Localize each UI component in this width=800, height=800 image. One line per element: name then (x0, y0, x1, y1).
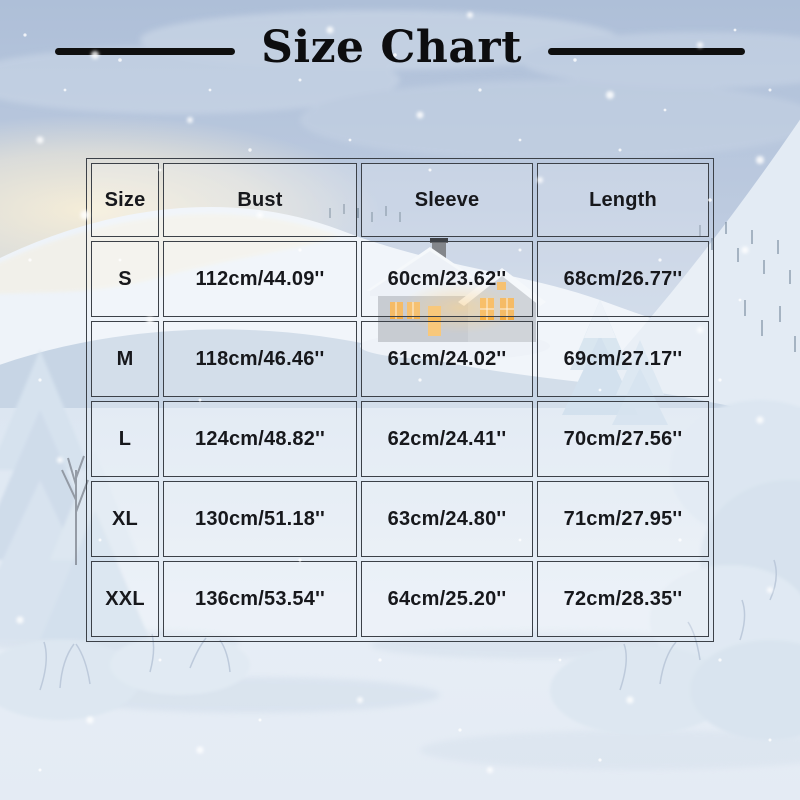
column-header-length: Length (537, 163, 709, 237)
size-chart-table: Size Bust Sleeve Length S 112cm/44.09'' … (86, 158, 714, 642)
length-cell: 71cm/27.95'' (537, 481, 709, 557)
bust-cell: 112cm/44.09'' (163, 241, 357, 317)
column-header-sleeve: Sleeve (361, 163, 533, 237)
size-cell: L (91, 401, 159, 477)
bust-cell: 130cm/51.18'' (163, 481, 357, 557)
size-cell: XL (91, 481, 159, 557)
sleeve-cell: 64cm/25.20'' (361, 561, 533, 637)
table-row-m: M 118cm/46.46'' 61cm/24.02'' 69cm/27.17'… (91, 321, 709, 397)
table-row-xl: XL 130cm/51.18'' 63cm/24.80'' 71cm/27.95… (91, 481, 709, 557)
frosted-bushes (0, 400, 800, 740)
right-slope-trees (699, 222, 796, 352)
bare-tree (61, 455, 89, 565)
table-row-l: L 124cm/48.82'' 62cm/24.41'' 70cm/27.56'… (91, 401, 709, 477)
size-cell: XXL (91, 561, 159, 637)
length-cell: 69cm/27.17'' (537, 321, 709, 397)
bust-cell: 124cm/48.82'' (163, 401, 357, 477)
title-left-rule (55, 47, 236, 55)
right-mountain-slope (560, 119, 800, 430)
sleeve-cell: 62cm/24.41'' (361, 401, 533, 477)
bust-cell: 118cm/46.46'' (163, 321, 357, 397)
length-cell: 68cm/26.77'' (537, 241, 709, 317)
column-header-size: Size (91, 163, 159, 237)
size-chart: Size Bust Sleeve Length S 112cm/44.09'' … (86, 158, 714, 642)
sleeve-cell: 63cm/24.80'' (361, 481, 533, 557)
clouds (0, 10, 800, 160)
length-cell: 70cm/27.56'' (537, 401, 709, 477)
size-cell: S (91, 241, 159, 317)
column-header-bust: Bust (163, 163, 357, 237)
bush-twigs (39, 559, 777, 691)
title-bar: Size Chart (0, 20, 800, 76)
title-right-rule (547, 47, 745, 55)
ridge-shading (0, 214, 340, 295)
table-row-s: S 112cm/44.09'' 60cm/23.62'' 68cm/26.77'… (91, 241, 709, 317)
sleeve-cell: 61cm/24.02'' (361, 321, 533, 397)
lit-windows (390, 282, 514, 336)
page-title: Size Chart (261, 22, 522, 73)
bust-cell: 136cm/53.54'' (163, 561, 357, 637)
table-row-xxl: XXL 136cm/53.54'' 64cm/25.20'' 72cm/28.3… (91, 561, 709, 637)
sleeve-cell: 60cm/23.62'' (361, 241, 533, 317)
length-cell: 72cm/28.35'' (537, 561, 709, 637)
size-cell: M (91, 321, 159, 397)
header-row: Size Bust Sleeve Length (91, 163, 709, 237)
